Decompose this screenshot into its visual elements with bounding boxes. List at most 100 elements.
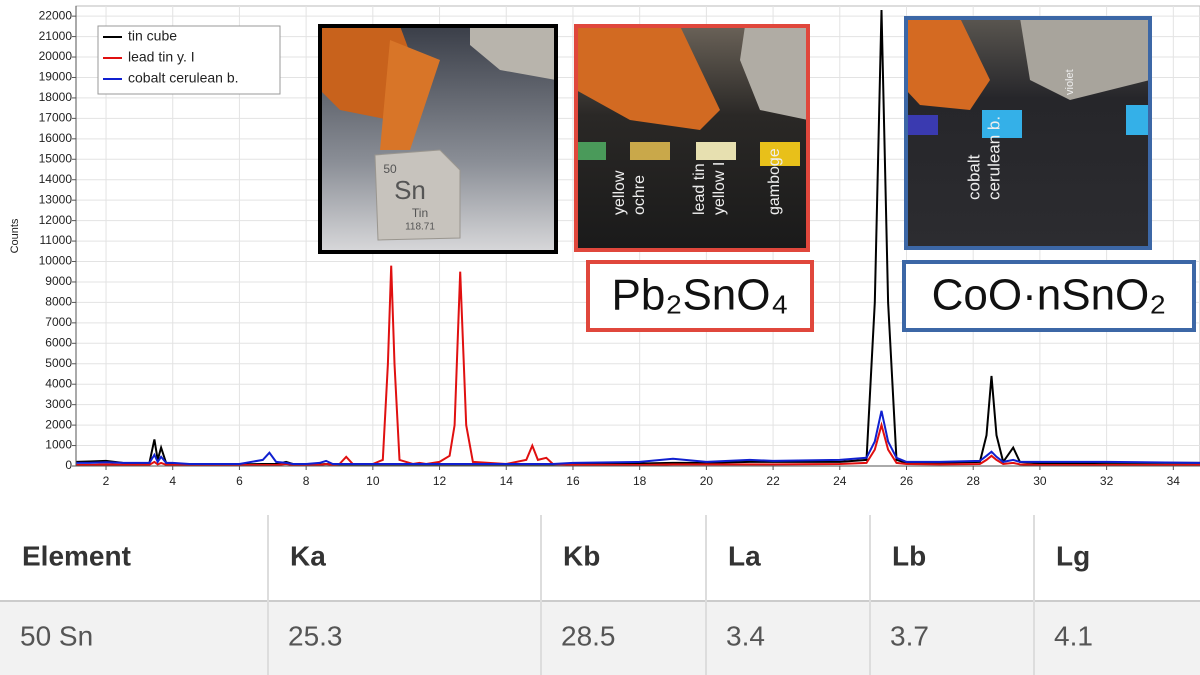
y-tick-label: 4000 <box>45 376 72 390</box>
photo-border <box>318 24 558 254</box>
x-tick-label: 14 <box>500 474 514 488</box>
photo-shape <box>1020 18 1150 100</box>
photo-label: Tin <box>412 206 428 220</box>
table-cell: 4.1 <box>1054 620 1093 651</box>
photo-label: gamboge <box>766 148 783 215</box>
formula-text: Pb₂SnO₄ <box>612 271 789 320</box>
x-tick-label: 26 <box>900 474 914 488</box>
x-tick-label: 6 <box>236 474 243 488</box>
x-tick-label: 28 <box>967 474 981 488</box>
photo-label: Sn <box>394 175 426 205</box>
swatch <box>578 142 606 160</box>
y-tick-label: 15000 <box>39 151 73 165</box>
y-tick-label: 13000 <box>39 192 73 206</box>
legend-label: cobalt cerulean b. <box>128 70 239 86</box>
y-tick-label: 11000 <box>40 233 73 247</box>
table-cell: 3.7 <box>890 620 929 651</box>
table-header-cell: Element <box>22 540 131 571</box>
photo-border <box>574 24 810 252</box>
table: Element Ka Kb La Lb Lg 50 Sn 25.3 28.5 3.4 3.7 4.1 <box>0 515 1200 675</box>
photo-label: cobalt <box>964 154 983 200</box>
table-header-bg <box>0 515 1200 601</box>
y-tick-label: 0 <box>65 458 72 472</box>
photo-cobalt <box>906 18 1150 248</box>
x-tick-label: 34 <box>1167 474 1181 488</box>
formula-box <box>586 260 814 332</box>
formulas: Pb₂SnO₄ CoO·nSnO₂ <box>586 260 1196 332</box>
formula-box <box>902 260 1196 332</box>
y-tick-label: 12000 <box>39 213 73 227</box>
axes: 2 4 6 8 10 12 14 16 18 20 22 24 26 28 30 32 340100020003… <box>9 6 1200 488</box>
y-tick-label: 5000 <box>45 356 72 370</box>
x-tick-label: 8 <box>303 474 310 488</box>
photo-label: yellow I <box>711 162 728 215</box>
formula-text: CoO·nSnO₂ <box>932 271 1167 320</box>
y-tick-label: 3000 <box>45 397 72 411</box>
table-header-cell: La <box>728 540 761 571</box>
table-cell: 50 Sn <box>20 620 93 651</box>
table-header-cell: Kb <box>563 540 600 571</box>
x-tick-label: 4 <box>169 474 176 488</box>
x-tick-label: 30 <box>1033 474 1047 488</box>
photo-label: cerulean b. <box>984 116 1003 200</box>
y-tick-label: 21000 <box>39 29 73 43</box>
table-header-cell: Ka <box>290 540 326 571</box>
legend-label: tin cube <box>128 28 177 44</box>
swatch <box>1126 105 1148 135</box>
y-tick-label: 8000 <box>45 295 72 309</box>
photo-label: violet <box>1064 69 1076 95</box>
table-header-cell: Lb <box>892 540 926 571</box>
x-tick-label: 22 <box>766 474 780 488</box>
photo-lead-tin <box>576 26 808 250</box>
table-cell: 25.3 <box>288 620 343 651</box>
y-tick-label: 22000 <box>39 8 73 22</box>
y-tick-label: 19000 <box>39 70 73 84</box>
y-tick-label: 9000 <box>45 274 72 288</box>
photo-label: yellow <box>611 170 628 215</box>
y-tick-label: 7000 <box>45 315 72 329</box>
x-tick-label: 32 <box>1100 474 1114 488</box>
swatch <box>982 110 1022 138</box>
table-header-cell: Lg <box>1056 540 1090 571</box>
y-tick-label: 14000 <box>39 172 73 186</box>
x-tick-label: 16 <box>566 474 580 488</box>
x-tick-label: 12 <box>433 474 447 488</box>
y-axis-label: Counts <box>9 218 21 253</box>
x-tick-label: 10 <box>366 474 380 488</box>
y-tick-label: 16000 <box>39 131 73 145</box>
y-tick-label: 17000 <box>39 111 73 125</box>
photo-label: ochre <box>631 175 648 215</box>
legend: tin cube lead tin y. I cobalt cerulean b. <box>97 25 281 95</box>
table-cell: 3.4 <box>726 620 765 651</box>
x-tick-label: 20 <box>700 474 714 488</box>
photo-border <box>904 16 1152 250</box>
swatch <box>696 142 736 160</box>
table-cell: 28.5 <box>561 620 616 651</box>
x-tick-label: 2 <box>103 474 110 488</box>
photo-shape <box>470 26 556 80</box>
photo-shape <box>380 40 440 150</box>
x-tick-label: 18 <box>633 474 647 488</box>
y-tick-label: 2000 <box>45 417 72 431</box>
y-tick-label: 18000 <box>39 90 73 104</box>
photo-label: 118.71 <box>405 222 435 233</box>
y-tick-label: 10000 <box>39 254 73 268</box>
lines <box>76 9 1200 467</box>
legend-label: lead tin y. I <box>128 49 195 65</box>
y-tick-label: 1000 <box>45 438 72 452</box>
photo-label: 50 <box>383 162 397 176</box>
swatch <box>908 115 938 135</box>
photo-tin-cube <box>320 26 556 252</box>
photo-shape <box>576 26 720 130</box>
table-row-bg <box>0 602 1200 675</box>
photo-label: lead tin <box>691 163 708 215</box>
y-tick-label: 6000 <box>45 335 72 349</box>
y-tick-label: 20000 <box>39 49 73 63</box>
photo-cube <box>374 149 461 241</box>
photo-shape <box>906 18 990 110</box>
spectrum-line <box>76 410 1200 465</box>
swatch <box>760 142 800 166</box>
